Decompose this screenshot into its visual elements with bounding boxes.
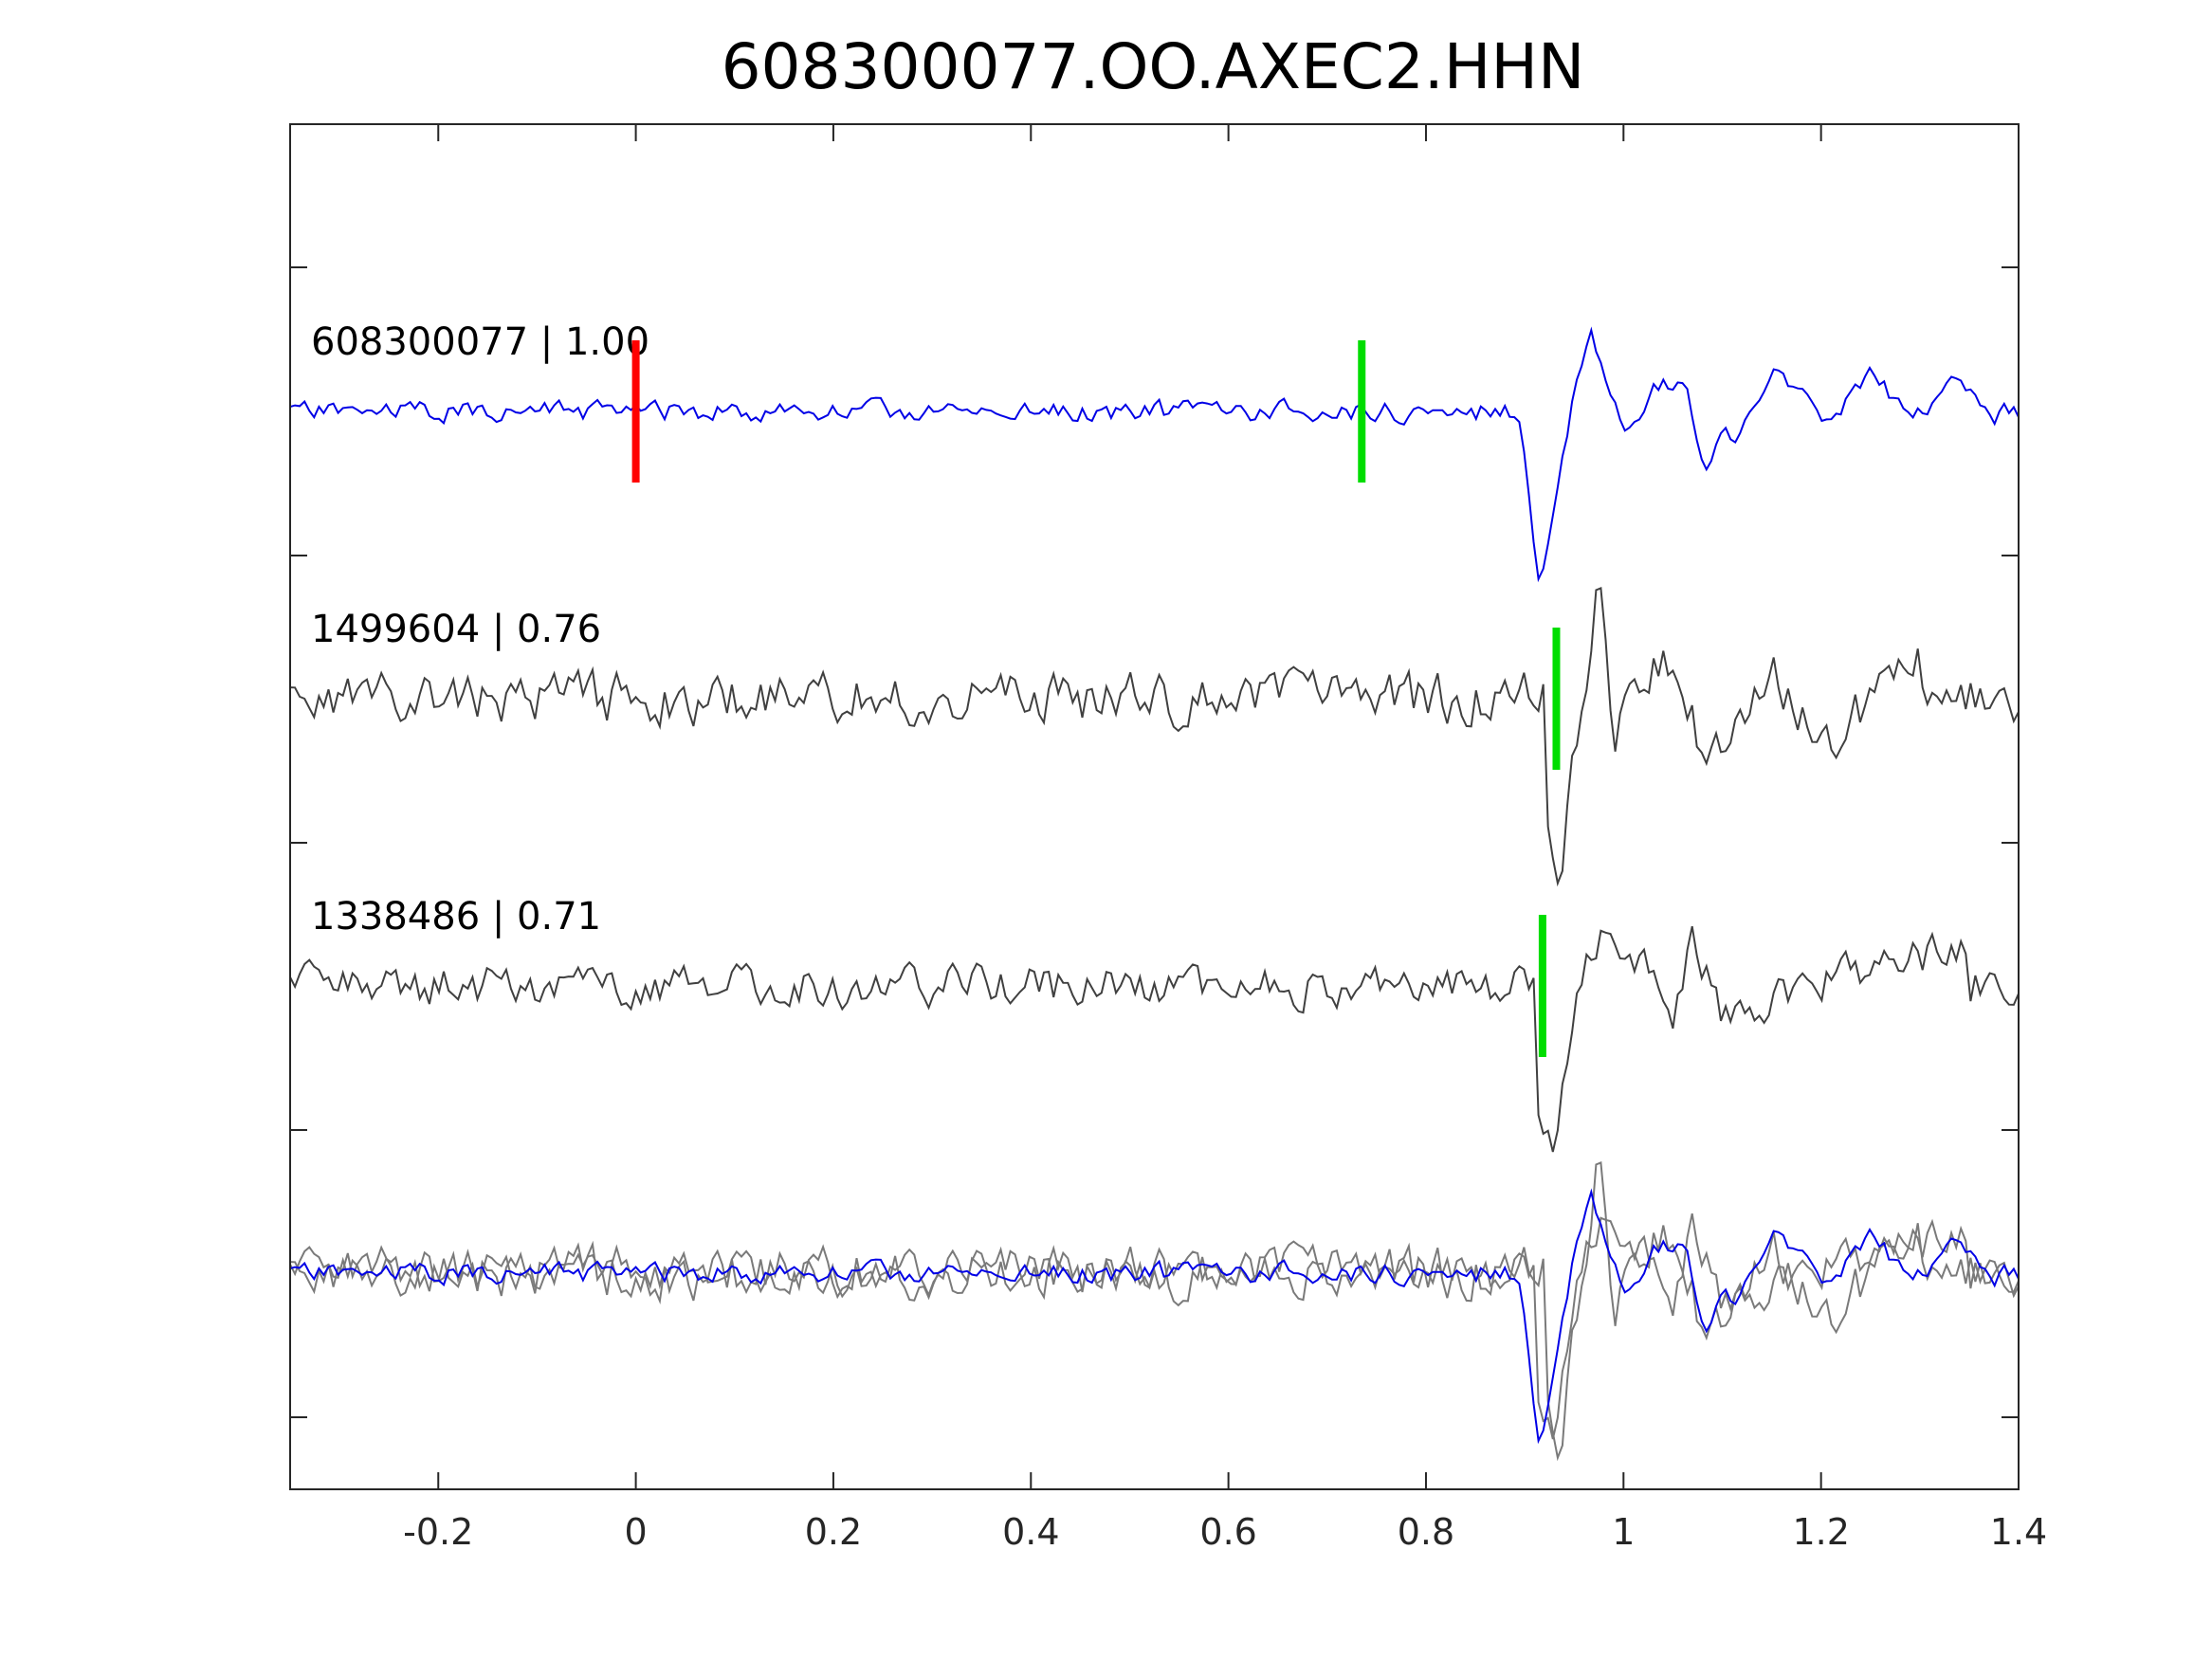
- trace-label: 608300077 | 1.00: [311, 320, 649, 364]
- x-tick-label: 0.8: [1398, 1511, 1454, 1553]
- x-tick-label: -0.2: [403, 1511, 473, 1553]
- x-tick-label: 1.4: [1990, 1511, 2047, 1553]
- trace-label: 1499604 | 0.76: [311, 608, 601, 651]
- x-tick-label: 1.2: [1792, 1511, 1849, 1553]
- stack-trace-neighbor-2: [289, 1212, 2020, 1440]
- x-tick-label: 0: [625, 1511, 648, 1553]
- x-axis: -0.2 0 0.2 0.4 0.6 0.8 1 1.2 1.4: [403, 124, 2047, 1553]
- x-tick-label: 0.6: [1199, 1511, 1256, 1553]
- x-tick-label: 1: [1612, 1511, 1635, 1553]
- trace-reference: [289, 326, 2020, 583]
- axes-box: [289, 123, 2020, 1490]
- stack-trace-reference: [289, 1188, 2020, 1445]
- chart-title: 608300077.OO.AXEC2.HHN: [722, 30, 1585, 103]
- trace-neighbor-1: [289, 586, 2020, 887]
- x-tick-label: 0.2: [805, 1511, 862, 1553]
- trace-neighbor-2: [289, 925, 2020, 1153]
- trace-label: 1338486 | 0.71: [311, 895, 601, 939]
- y-axis-ticks: [290, 266, 2019, 1418]
- stack-trace-neighbor-1: [289, 1160, 2020, 1462]
- plot-area: 608300077 | 1.00 1499604 | 0.76 1338486 | …: [289, 320, 2020, 1462]
- x-tick-label: 0.4: [1002, 1511, 1059, 1553]
